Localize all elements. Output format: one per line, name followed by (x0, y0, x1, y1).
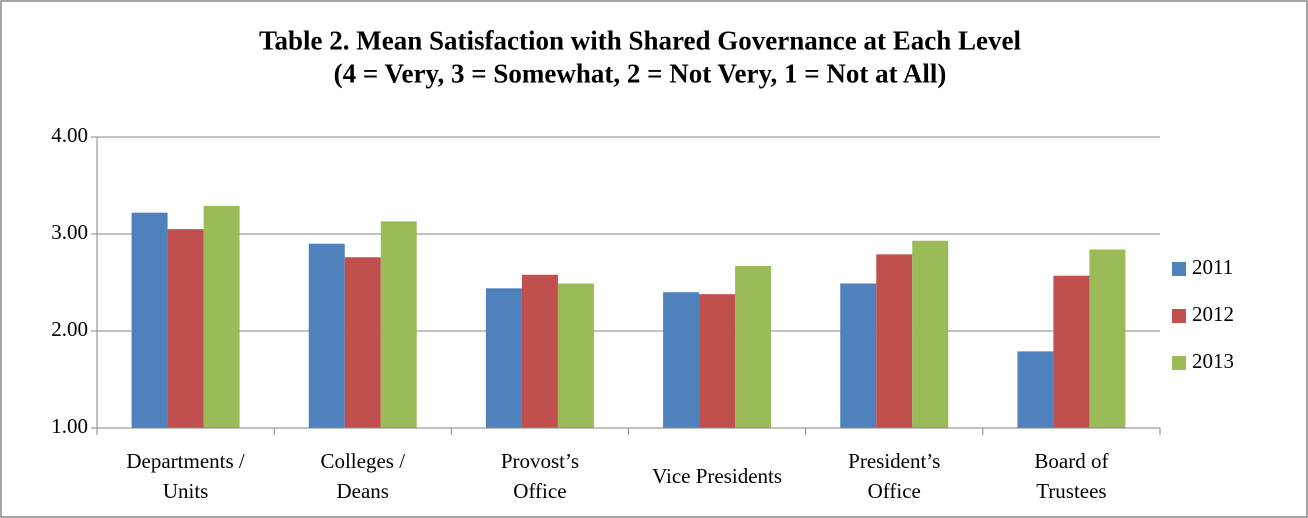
bar (912, 240, 949, 428)
bar (1053, 275, 1090, 428)
bar (1017, 351, 1054, 428)
x-tick-label: Vice Presidents (652, 464, 782, 488)
x-tick-label: Departments / Units (126, 449, 245, 503)
bar (308, 243, 345, 428)
legend-swatch (1172, 309, 1186, 323)
bar (485, 288, 522, 428)
bar (167, 229, 204, 428)
bar (1089, 249, 1126, 428)
y-tick-label: 3.00 (51, 220, 88, 244)
bar (131, 212, 168, 428)
x-tick-label: President’s Office (848, 449, 940, 503)
bar (876, 254, 913, 428)
bar (203, 205, 240, 428)
y-tick-label: 1.00 (51, 414, 88, 438)
bar (344, 257, 381, 428)
legend-swatch (1172, 262, 1186, 276)
x-tick-label: Provost’s Office (501, 449, 579, 503)
y-tick-label: 4.00 (51, 123, 88, 147)
bar (735, 266, 772, 428)
x-tick-label: Colleges / Deans (320, 449, 405, 503)
bar (521, 274, 558, 428)
legend-label: 2011 (1192, 255, 1233, 279)
legend-label: 2013 (1192, 349, 1234, 373)
bar (699, 294, 736, 428)
bar (663, 292, 700, 428)
legend-swatch (1172, 356, 1186, 370)
bar (557, 283, 594, 428)
bar (380, 221, 417, 428)
chart-title: Table 2. Mean Satisfaction with Shared G… (259, 26, 1021, 89)
x-tick-label: Board of Trustees (1034, 449, 1108, 503)
y-tick-label: 2.00 (51, 317, 88, 341)
legend-label: 2012 (1192, 302, 1234, 326)
bar (840, 283, 877, 428)
